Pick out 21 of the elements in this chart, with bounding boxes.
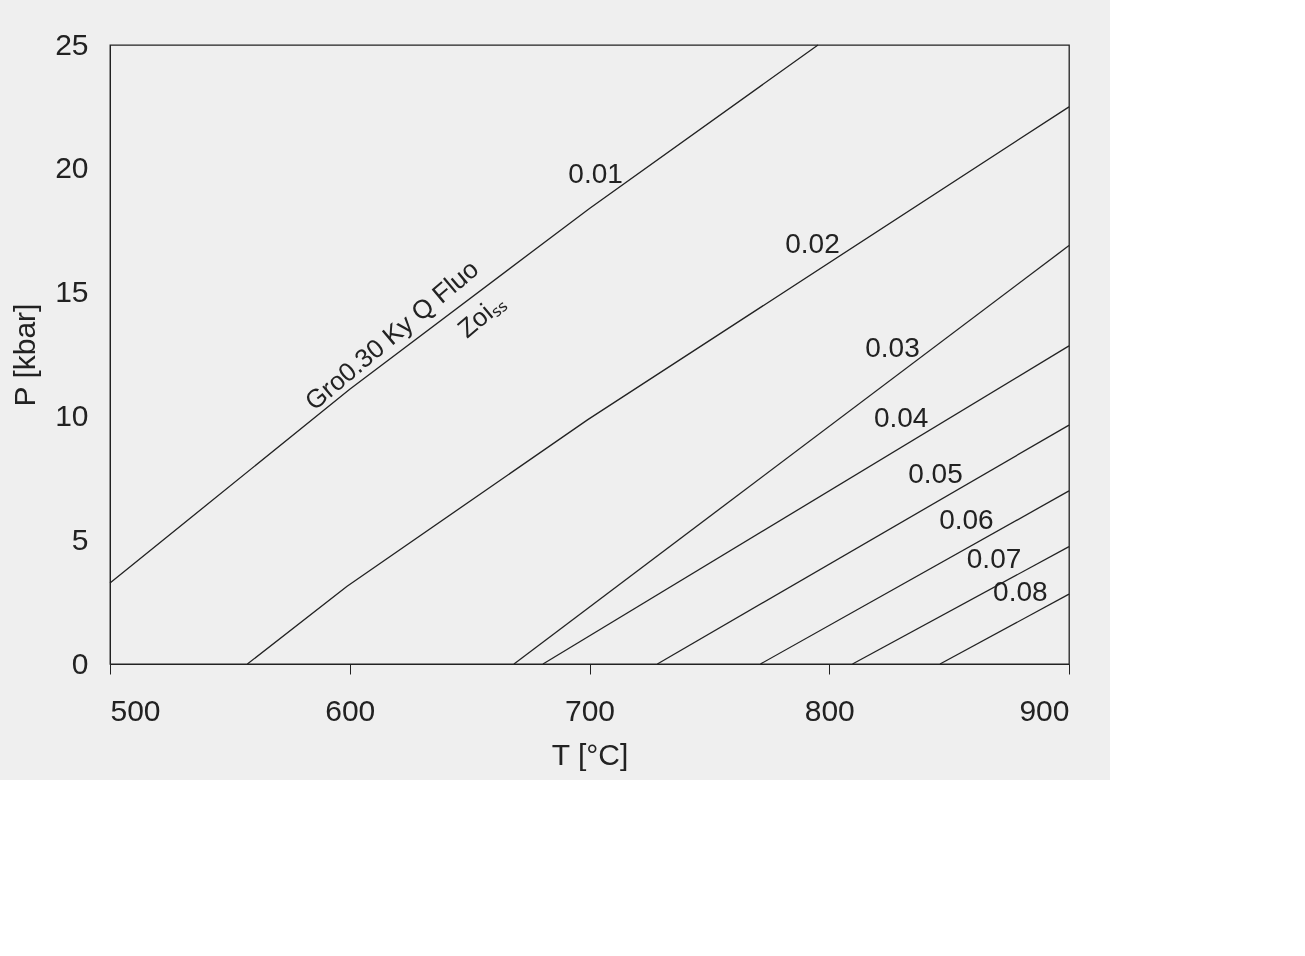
y-axis-title: P [kbar] <box>8 303 42 407</box>
x-tick-label: 600 <box>325 693 376 727</box>
y-tick-label: 25 <box>55 27 89 61</box>
y-tick-label: 10 <box>55 398 89 432</box>
y-tick-label: 15 <box>55 275 89 309</box>
series-label: 0.06 <box>939 503 994 535</box>
series-label: 0.08 <box>993 576 1048 608</box>
series-label: 0.05 <box>908 457 963 489</box>
y-tick-label: 20 <box>55 151 89 185</box>
y-tick-label: 5 <box>71 522 89 556</box>
series-label: 0.04 <box>873 402 929 434</box>
series-label: 0.07 <box>966 542 1022 574</box>
x-tick-label: 700 <box>564 693 616 727</box>
x-axis-title: T [°C] <box>551 737 629 771</box>
y-tick-label: 0 <box>71 646 89 680</box>
x-tick-label: 900 <box>1019 693 1070 727</box>
series-label: 0.01 <box>568 157 623 189</box>
x-tick-label: 800 <box>804 693 855 727</box>
x-tick-label: 500 <box>110 693 161 727</box>
series-label: 0.03 <box>865 332 920 364</box>
series-label: 0.02 <box>785 228 840 260</box>
